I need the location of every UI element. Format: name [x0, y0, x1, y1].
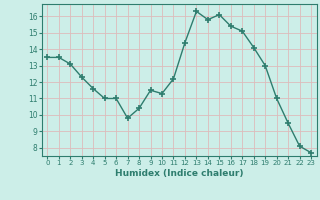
- X-axis label: Humidex (Indice chaleur): Humidex (Indice chaleur): [115, 169, 244, 178]
